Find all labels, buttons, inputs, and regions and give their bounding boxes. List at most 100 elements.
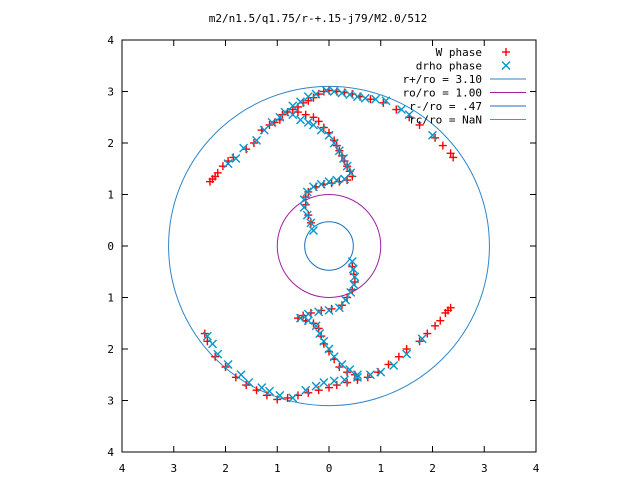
data-point bbox=[303, 309, 313, 319]
data-point bbox=[288, 101, 298, 111]
data-point bbox=[264, 386, 274, 396]
marker-stroke bbox=[338, 153, 348, 163]
marker-stroke bbox=[231, 153, 241, 163]
marker-stroke bbox=[288, 110, 298, 120]
data-point bbox=[350, 272, 360, 282]
marker-stroke bbox=[340, 375, 350, 385]
marker-stroke bbox=[376, 367, 386, 377]
data-point bbox=[352, 92, 362, 102]
data-series bbox=[200, 85, 458, 404]
data-point bbox=[438, 141, 447, 150]
marker-stroke bbox=[302, 187, 312, 197]
data-point bbox=[315, 329, 325, 339]
data-point bbox=[257, 383, 267, 393]
data-point bbox=[352, 372, 362, 382]
data-point bbox=[267, 117, 277, 127]
data-point bbox=[208, 339, 218, 349]
marker-stroke bbox=[257, 383, 267, 393]
marker-stroke bbox=[345, 365, 355, 375]
x-tick-label: 0 bbox=[326, 462, 333, 475]
data-point bbox=[329, 138, 339, 148]
data-point bbox=[311, 321, 321, 331]
marker-stroke bbox=[308, 226, 318, 236]
data-point bbox=[332, 175, 342, 185]
data-point bbox=[324, 130, 334, 140]
y-tick-label: 3 bbox=[107, 395, 114, 408]
data-point bbox=[314, 386, 323, 395]
legend-label: drho phase bbox=[416, 60, 482, 73]
marker-stroke bbox=[288, 393, 298, 403]
marker-stroke bbox=[299, 195, 309, 205]
x-tick-label: 4 bbox=[533, 462, 540, 475]
data-point bbox=[352, 370, 362, 380]
y-axis-ticks: 4 3 2 1 0 1 2 3 4 bbox=[107, 34, 536, 459]
data-point bbox=[299, 202, 309, 212]
data-point bbox=[231, 153, 241, 163]
y-tick-label: 2 bbox=[107, 137, 114, 150]
marker-stroke bbox=[334, 303, 344, 313]
data-point bbox=[302, 187, 312, 197]
data-point bbox=[342, 161, 352, 171]
marker-stroke bbox=[348, 264, 358, 274]
data-point bbox=[381, 96, 391, 106]
marker-stroke bbox=[350, 272, 360, 282]
series-drho-phase bbox=[202, 85, 437, 403]
data-point bbox=[308, 182, 318, 192]
data-point bbox=[345, 365, 355, 375]
marker-stroke bbox=[303, 117, 313, 127]
marker-stroke bbox=[223, 359, 233, 369]
data-point bbox=[314, 117, 323, 126]
data-point bbox=[324, 177, 334, 187]
marker-stroke bbox=[501, 61, 511, 70]
marker-stroke bbox=[324, 177, 334, 187]
marker-stroke bbox=[280, 107, 290, 117]
data-point bbox=[345, 90, 355, 100]
marker-stroke bbox=[319, 336, 329, 346]
marker-stroke bbox=[306, 218, 316, 228]
data-point bbox=[316, 125, 326, 135]
data-point bbox=[371, 94, 381, 104]
marker-stroke bbox=[417, 334, 427, 344]
data-point bbox=[317, 306, 326, 315]
data-point bbox=[319, 336, 329, 346]
marker-stroke bbox=[346, 287, 356, 297]
marker-stroke bbox=[223, 159, 233, 169]
y-tick-label: 0 bbox=[107, 240, 114, 253]
marker-stroke bbox=[324, 130, 334, 140]
data-point bbox=[321, 85, 331, 95]
marker-stroke bbox=[213, 349, 223, 359]
data-point bbox=[366, 95, 375, 104]
x-tick-label: 2 bbox=[222, 462, 229, 475]
marker-stroke bbox=[288, 101, 298, 111]
reference-circle bbox=[276, 194, 382, 298]
marker-stroke bbox=[252, 135, 262, 145]
data-point bbox=[436, 316, 445, 325]
data-point bbox=[449, 153, 458, 162]
data-point bbox=[299, 195, 309, 205]
marker-stroke bbox=[396, 105, 406, 115]
data-point bbox=[311, 381, 321, 391]
reference-circle bbox=[304, 221, 354, 271]
data-point bbox=[296, 115, 306, 125]
marker-stroke bbox=[267, 117, 277, 127]
data-point bbox=[337, 88, 347, 98]
y-tick-label: 2 bbox=[107, 343, 114, 356]
series-w-phase bbox=[200, 86, 458, 404]
x-tick-label: 4 bbox=[119, 462, 126, 475]
data-point bbox=[309, 113, 318, 122]
data-point bbox=[311, 89, 321, 99]
data-point bbox=[389, 360, 399, 370]
marker-stroke bbox=[371, 94, 381, 104]
data-point bbox=[346, 287, 356, 297]
data-point bbox=[324, 344, 334, 354]
x-tick-label: 2 bbox=[429, 462, 436, 475]
marker-stroke bbox=[236, 370, 246, 380]
marker-stroke bbox=[296, 313, 306, 323]
chart-title: m2/n1.5/q1.75/r-+.15-j79/M2.0/512 bbox=[209, 12, 428, 25]
marker-stroke bbox=[428, 130, 437, 140]
marker-stroke bbox=[345, 90, 355, 100]
marker-stroke bbox=[275, 390, 285, 400]
marker-stroke bbox=[352, 370, 362, 380]
marker-stroke bbox=[337, 88, 347, 98]
